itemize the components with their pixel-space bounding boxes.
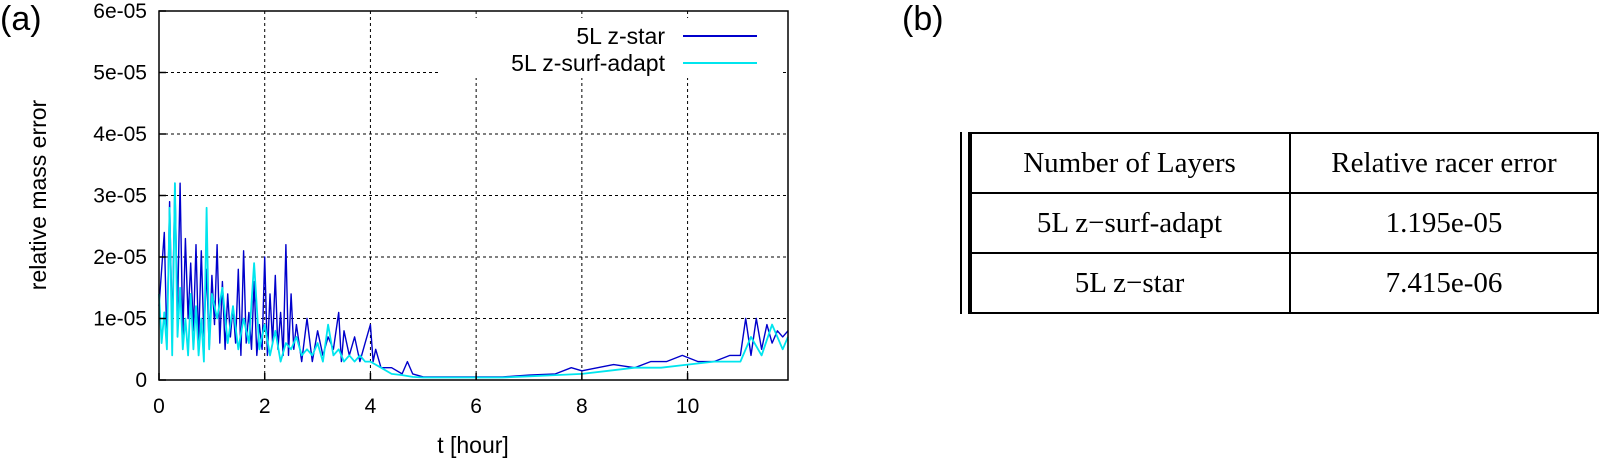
x-axis-title: t [hour] [437,432,509,458]
table-row: 5L z−surf-adapt 1.195e-05 [968,192,1599,254]
table-row: 5L z−star 7.415e-06 [968,252,1599,314]
legend-label: 5L z-surf-adapt [511,50,665,76]
y-tick-label: 2e-05 [93,246,147,269]
table-header-cell: Number of Layers [968,132,1291,194]
series-lines [158,182,789,379]
results-table: Number of Layers Relative racer error 5L… [968,132,1599,314]
results-table-wrapper: Number of Layers Relative racer error 5L… [960,132,1599,314]
panel-a-label: (a) [0,0,42,38]
axis-ticks: 0 2 4 6 8 10 0 1e-05 2e-05 3e-05 4e-05 5e-05 6e-05 [93,0,699,418]
x-tick-label: 2 [259,395,271,418]
legend-background [440,18,780,78]
x-tick-label: 10 [676,395,699,418]
y-tick-label: 5e-05 [93,62,147,85]
y-tick-label: 4e-05 [93,123,147,146]
y-tick-label: 3e-05 [93,185,147,208]
table-cell: 5L z−star [968,252,1291,314]
table-cell: 5L z−surf-adapt [968,192,1291,254]
legend-label: 5L z-star [576,23,665,49]
x-tick-label: 0 [153,395,165,418]
y-tick-label: 0 [135,369,147,392]
line-chart: 0 2 4 6 8 10 0 1e-05 2e-05 3e-05 4e-05 5e-05 6e-05 t… [25,0,789,458]
y-tick-label: 1e-05 [93,308,147,331]
y-axis-title: relative mass error [25,99,51,290]
x-tick-label: 6 [470,395,482,418]
panel-b-label: (b) [902,0,944,38]
table-cell: 7.415e-06 [1290,252,1599,314]
x-tick-label: 4 [365,395,377,418]
table-cell: 1.195e-05 [1290,192,1599,254]
table-outer-left-rule [960,132,962,314]
y-tick-label: 6e-05 [93,0,147,23]
table-header-cell: Relative racer error [1290,132,1599,194]
table-header-row: Number of Layers Relative racer error [968,132,1599,194]
series-line-z-surf-adapt [158,182,789,379]
x-tick-label: 8 [576,395,588,418]
